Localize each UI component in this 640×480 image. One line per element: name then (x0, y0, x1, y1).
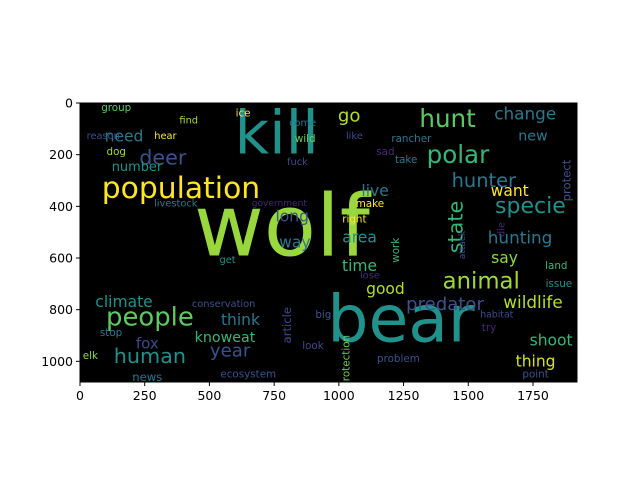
word-sad: sad (376, 146, 394, 158)
word-ecosystem: ecosystem (220, 368, 276, 380)
word-conservation: conservation (192, 299, 256, 310)
word-way: way (279, 234, 310, 252)
y-tick-label: 600 (49, 251, 73, 266)
word-reason: reason (87, 131, 120, 142)
word-bear: bear (327, 283, 475, 358)
word-shoot: shoot (530, 332, 573, 350)
y-tick-label: 200 (49, 147, 73, 162)
word-make: make (356, 198, 384, 210)
word-take: take (395, 154, 417, 166)
word-people: people (106, 302, 194, 332)
word-find: find (179, 116, 198, 127)
word-deer: deer (139, 145, 187, 169)
word-hear: hear (154, 131, 177, 142)
word-change: change (494, 103, 556, 123)
word-issue: issue (546, 278, 573, 290)
word-article: article (280, 307, 294, 344)
word-big: big (315, 309, 331, 321)
x-tick-label: 250 (133, 388, 157, 403)
word-get: get (219, 255, 235, 266)
word-animal: animal (443, 268, 520, 294)
word-group: group (101, 102, 131, 114)
word-area: area (342, 228, 377, 246)
word-protect: protect (560, 159, 574, 201)
word-kill: kill (235, 100, 319, 169)
word-rancher: rancher (391, 133, 432, 145)
word-hunting: hunting (488, 227, 553, 247)
word-problem: problem (377, 353, 420, 365)
word-news: news (132, 370, 162, 384)
word-long: long (276, 208, 310, 226)
word-new: new (518, 129, 548, 145)
x-tick-label: 1000 (323, 388, 355, 403)
x-tick-label: 750 (262, 388, 286, 403)
word-come: come (289, 118, 316, 129)
word-fox: fox (136, 334, 159, 352)
word-point: point (522, 368, 548, 380)
word-like: like (346, 131, 363, 142)
plot-frame (79, 102, 578, 383)
word-time: time (342, 257, 377, 275)
word-wolf: wolf (194, 178, 372, 277)
word-right: right (342, 213, 366, 225)
y-tick-label: 400 (49, 199, 73, 214)
word-wildlife: wildlife (503, 292, 562, 312)
word-elk: elk (83, 350, 98, 362)
word-think: think (221, 311, 260, 329)
word-population: population (102, 171, 260, 206)
y-tick-label: 0 (65, 96, 73, 111)
word-stop: stop (100, 327, 122, 339)
word-wild: wild (295, 133, 316, 145)
word-look: look (302, 340, 324, 352)
word-thing: thing (516, 352, 556, 370)
y-axis: 0 200 400 600 800 1000 (41, 96, 80, 369)
word-lose: lose (360, 271, 380, 282)
word-human: human (114, 344, 186, 368)
x-tick-label: 1500 (452, 388, 484, 403)
word-try: try (482, 322, 496, 334)
y-tick-label: 1000 (41, 354, 73, 369)
word-go: go (338, 105, 361, 126)
word-want: want (491, 182, 529, 200)
word-hunter: hunter (452, 169, 516, 192)
word-live: live (361, 182, 388, 200)
word-specie: specie (495, 194, 566, 219)
plot-background (80, 103, 577, 382)
x-tick-label: 1750 (517, 388, 549, 403)
word-say: say (491, 249, 518, 267)
word-die: die (496, 222, 507, 237)
word-hunt: hunt (419, 104, 476, 133)
word-predator: predator (406, 294, 484, 315)
word-livestock: livestock (154, 198, 198, 209)
x-tick-label: 500 (197, 388, 221, 403)
word-number: number (112, 160, 163, 175)
word-good: good (366, 280, 405, 298)
word-government: government (252, 199, 308, 209)
word-year: year (210, 341, 251, 362)
x-tick-label: 0 (76, 388, 84, 403)
word-land: land (545, 260, 567, 272)
word-attack: attack (458, 230, 468, 259)
word-knoweat: knoweat (195, 330, 256, 346)
x-axis: 0 250 500 750 1000 1250 1500 1750 (76, 382, 549, 403)
word-habitat: habitat (480, 309, 513, 320)
word-dog: dog (107, 146, 126, 158)
word-polar: polar (427, 140, 491, 169)
y-tick-label: 800 (49, 302, 73, 317)
word-fuck: fuck (287, 157, 308, 168)
word-work: work (390, 238, 402, 263)
word-state: state (443, 201, 467, 253)
x-tick-label: 1250 (388, 388, 420, 403)
word-protection: protection (341, 335, 353, 388)
word-need: need (105, 128, 144, 146)
word-ice: ice (236, 107, 251, 119)
word-climate: climate (95, 293, 152, 311)
